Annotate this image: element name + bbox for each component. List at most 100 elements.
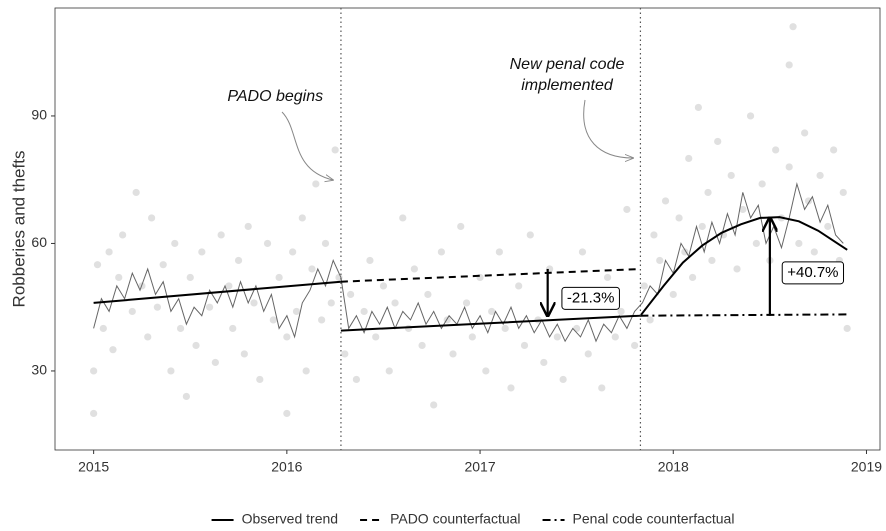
annotation: PADO begins [227, 88, 323, 105]
daily-point [488, 307, 496, 316]
daily-point [302, 367, 310, 375]
penal-arrow [583, 99, 633, 158]
daily-point [617, 307, 625, 316]
daily-point [603, 273, 612, 282]
daily-point [404, 324, 413, 333]
y-axis-label: Robberies and thefts [9, 151, 28, 308]
daily-point [379, 282, 388, 290]
daily-point [132, 188, 140, 197]
effect-label-box: +40.7% [781, 261, 845, 285]
daily-point [269, 316, 277, 324]
legend-item: Penal code counterfactual [542, 511, 734, 527]
daily-point [347, 290, 355, 299]
y-tick-label: 90 [31, 107, 47, 123]
daily-point [578, 248, 587, 256]
daily-point [298, 214, 306, 222]
daily-point [795, 239, 803, 248]
daily-point [198, 248, 206, 256]
daily-point [708, 256, 716, 265]
annotation: implemented [521, 77, 614, 94]
daily-point [611, 333, 619, 341]
daily-point [559, 375, 567, 384]
daily-point [675, 214, 683, 222]
daily-point [256, 375, 264, 384]
daily-point [283, 409, 291, 418]
daily-point [292, 307, 301, 316]
daily-point [669, 290, 677, 299]
daily-point [843, 324, 851, 333]
daily-point [182, 392, 190, 401]
daily-point [321, 239, 330, 248]
legend-item: Observed trend [211, 511, 339, 527]
trend-line [93, 216, 848, 332]
daily-point [391, 299, 399, 307]
x-tick-label: 2016 [271, 459, 302, 475]
daily-point [93, 261, 102, 269]
label-box [561, 286, 620, 310]
y-tick-label: 60 [31, 234, 47, 250]
daily-point [598, 384, 606, 392]
daily-point [457, 222, 465, 231]
daily-point [482, 367, 490, 375]
x-tick-label: 2015 [78, 459, 109, 475]
daily-point [275, 273, 283, 282]
daily-point [128, 307, 136, 316]
daily-point [153, 303, 162, 311]
daily-point [714, 137, 722, 146]
daily-point [553, 333, 561, 341]
daily-point [217, 231, 225, 239]
daily-point [772, 146, 780, 154]
daily-point [331, 146, 339, 154]
effect-label-box: -21.3% [561, 286, 620, 310]
daily-point [727, 171, 735, 180]
daily-point [211, 358, 219, 367]
daily-point [144, 333, 152, 341]
daily-point [540, 358, 548, 367]
daily-point [430, 401, 438, 409]
daily-point [283, 333, 291, 341]
daily-point [234, 256, 243, 265]
daily-point [839, 188, 847, 197]
daily-point [308, 265, 316, 273]
daily-point [289, 248, 297, 256]
daily-point [733, 265, 741, 273]
daily-point [263, 239, 272, 248]
daily-point [176, 324, 185, 333]
daily-point [372, 333, 380, 341]
effect-label: -21.3% [567, 289, 615, 306]
daily-point [366, 256, 374, 265]
trend-line [640, 313, 848, 317]
daily-point [801, 129, 809, 137]
trend-line [340, 268, 641, 283]
daily-point [115, 273, 123, 282]
daily-point [240, 350, 248, 358]
daily-point [192, 341, 200, 350]
daily-point [785, 61, 793, 69]
daily-point [360, 307, 368, 316]
daily-point [327, 299, 335, 307]
legend-label: Observed trend [242, 511, 339, 527]
legend-label: PADO counterfactual [390, 511, 520, 527]
daily-point [758, 180, 766, 188]
daily-point [810, 248, 818, 256]
daily-point [584, 350, 592, 358]
effect-label: +40.7% [787, 264, 838, 281]
daily-point [661, 197, 670, 205]
daily-point [830, 146, 838, 154]
daily-point [352, 375, 361, 384]
daily-point [501, 324, 509, 333]
plot-frame [54, 7, 881, 451]
annotation: New penal code [510, 56, 625, 73]
daily-point [685, 154, 693, 163]
daily-point [507, 384, 515, 392]
y-tick-label: 30 [31, 362, 47, 378]
daily-point [824, 222, 832, 231]
daily-point [526, 231, 534, 239]
daily-point [229, 324, 237, 333]
daily-point [694, 103, 702, 112]
daily-point [341, 350, 349, 358]
daily-point [119, 231, 127, 239]
daily-point [646, 316, 654, 324]
daily-point [99, 324, 107, 333]
